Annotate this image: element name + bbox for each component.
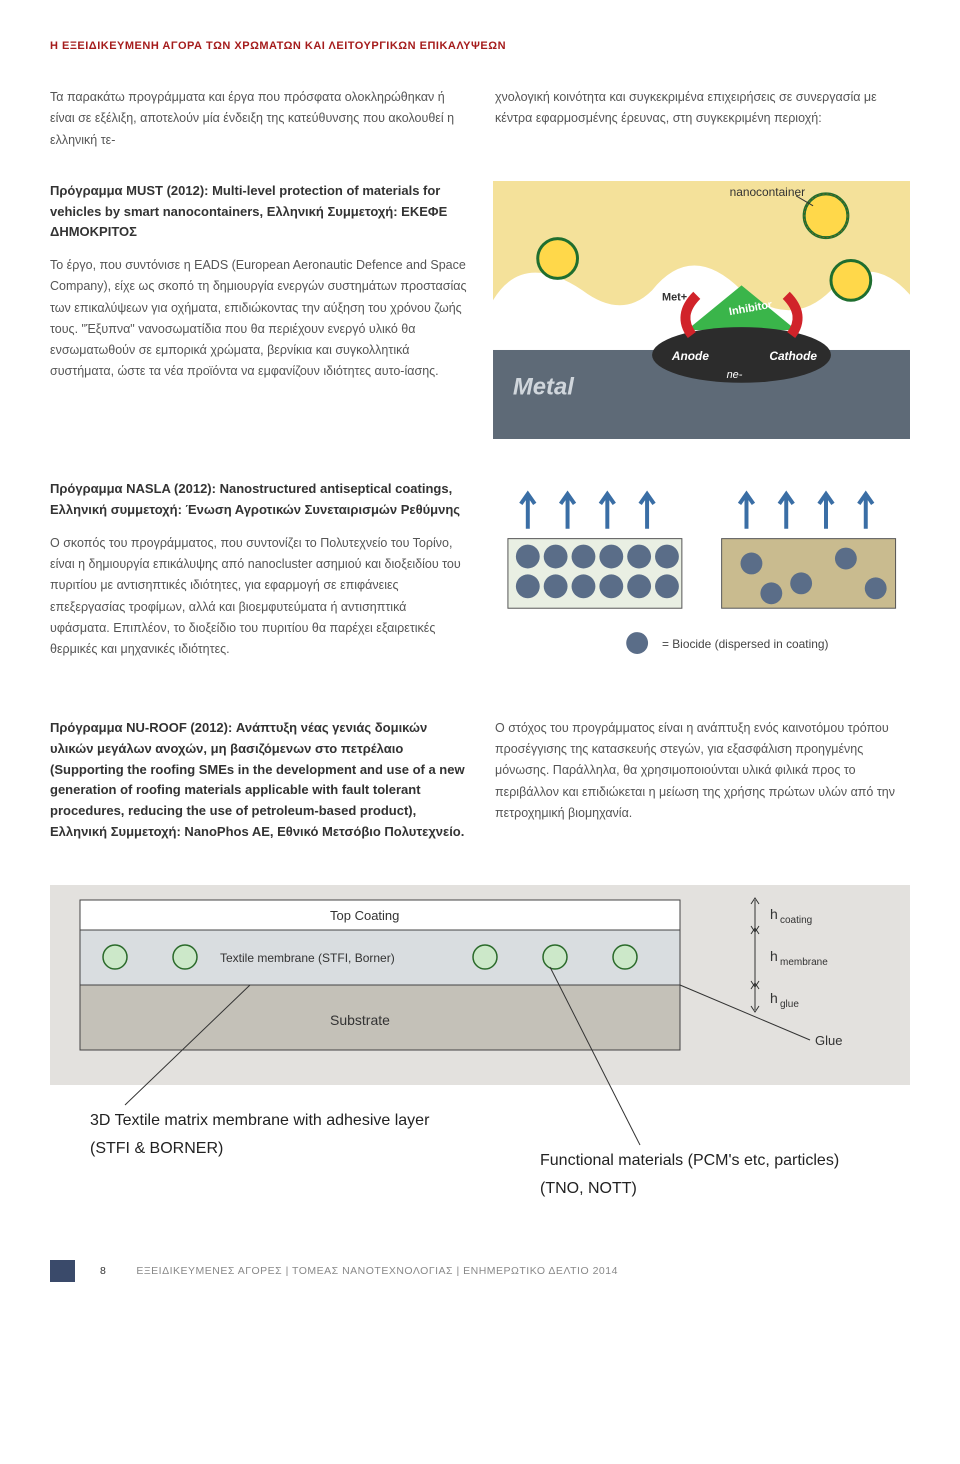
page-number: 8: [100, 1265, 106, 1277]
nuroof-body: Ο στόχος του προγράμματος είναι η ανάπτυ…: [495, 718, 910, 824]
nasla-section: Πρόγραμμα NASLA (2012): Nanostructured a…: [50, 479, 910, 683]
intro-text: Τα παρακάτω προγράμματα και έργα που πρό…: [50, 87, 910, 151]
nasla-diagram: = Biocide (dispersed in coating): [493, 479, 911, 678]
must-body: Το έργο, που συντόνισε η EADS (European …: [50, 255, 468, 383]
caption-right-2: (TNO, NOTT): [540, 1180, 637, 1197]
intro-right: χνολογική κοινότητα και συγκεκριμένα επι…: [495, 87, 910, 151]
up-arrow-icon: [640, 494, 654, 529]
substrate-label: Substrate: [330, 1012, 390, 1028]
met-label: Met+: [661, 291, 686, 303]
nuroof-title: Πρόγραμμα NU-ROOF (2012): Ανάπτυξη νέας …: [50, 718, 465, 843]
nanocontainer-label: nanocontainer: [729, 185, 805, 199]
intro-left: Τα παρακάτω προγράμματα και έργα που πρό…: [50, 87, 465, 151]
svg-text:glue: glue: [780, 999, 799, 1010]
anode-label: Anode: [670, 349, 708, 363]
must-title: Πρόγραμμα MUST (2012): Multi-level prote…: [50, 181, 468, 243]
nuroof-diagram: Top Coating Textile membrane (STFI, Born…: [50, 885, 910, 1205]
up-arrow-icon: [560, 494, 574, 529]
nasla-text: Πρόγραμμα NASLA (2012): Nanostructured a…: [50, 479, 468, 660]
nanocontainer2-icon: [537, 238, 577, 278]
nasla-figure: = Biocide (dispersed in coating): [493, 479, 911, 683]
svg-text:h: h: [770, 990, 778, 1006]
up-arrow-icon: [858, 494, 872, 529]
up-arrow-icon: [520, 494, 534, 529]
nuroof-right-col: Ο στόχος του προγράμματος είναι η ανάπτυ…: [495, 718, 910, 855]
caption-left-1: 3D Textile matrix membrane with adhesive…: [90, 1112, 430, 1129]
up-arrow-icon: [779, 494, 793, 529]
nasla-body: Ο σκοπός του προγράμματος, που συντονίζε…: [50, 533, 468, 661]
glue-label: Glue: [815, 1033, 842, 1048]
up-arrow-icon: [739, 494, 753, 529]
textile-label: Textile membrane (STFI, Borner): [220, 951, 395, 965]
must-diagram: Metal nanocontainer Inhibitor Anode Cath…: [493, 181, 911, 439]
arrow-row: [520, 494, 872, 529]
nuroof-left-col: Πρόγραμμα NU-ROOF (2012): Ανάπτυξη νέας …: [50, 718, 465, 855]
must-section: Πρόγραμμα MUST (2012): Multi-level prote…: [50, 181, 910, 444]
up-arrow-icon: [600, 494, 614, 529]
page-footer: 8 ΕΞΕΙΔΙΚΕΥΜΕΝΕΣ ΑΓΟΡΕΣ | ΤΟΜΕΑΣ ΝΑΝΟΤΕΧ…: [50, 1260, 910, 1282]
ne-label: ne-: [726, 369, 742, 381]
page-header: Η ΕΞΕΙΔΙΚΕΥΜΕΝΗ ΑΓΟΡΑ ΤΩΝ ΧΡΩΜΑΤΩΝ ΚΑΙ Λ…: [50, 40, 910, 52]
nasla-title: Πρόγραμμα NASLA (2012): Nanostructured a…: [50, 479, 468, 521]
footer-bar: [50, 1260, 75, 1282]
must-figure: Metal nanocontainer Inhibitor Anode Cath…: [493, 181, 911, 444]
nuroof-section: Πρόγραμμα NU-ROOF (2012): Ανάπτυξη νέας …: [50, 718, 910, 855]
svg-text:coating: coating: [780, 915, 812, 926]
biocide-legend-icon: [626, 632, 648, 654]
cathode-label: Cathode: [769, 349, 817, 363]
nuroof-figure: Top Coating Textile membrane (STFI, Born…: [50, 885, 910, 1210]
caption-left-2: (STFI & BORNER): [90, 1140, 223, 1157]
metal-label: Metal: [512, 373, 574, 400]
caption-right-1: Functional materials (PCM's etc, particl…: [540, 1152, 839, 1169]
biocide-legend-text: = Biocide (dispersed in coating): [661, 637, 827, 651]
up-arrow-icon: [819, 494, 833, 529]
nanocontainer3-icon: [830, 260, 870, 300]
must-text: Πρόγραμμα MUST (2012): Multi-level prote…: [50, 181, 468, 383]
top-coating-label: Top Coating: [330, 908, 399, 923]
svg-text:h: h: [770, 948, 778, 964]
svg-text:h: h: [770, 906, 778, 922]
footer-text: ΕΞΕΙΔΙΚΕΥΜΕΝΕΣ ΑΓΟΡΕΣ | ΤΟΜΕΑΣ ΝΑΝΟΤΕΧΝΟ…: [136, 1265, 618, 1277]
svg-text:membrane: membrane: [780, 957, 828, 968]
